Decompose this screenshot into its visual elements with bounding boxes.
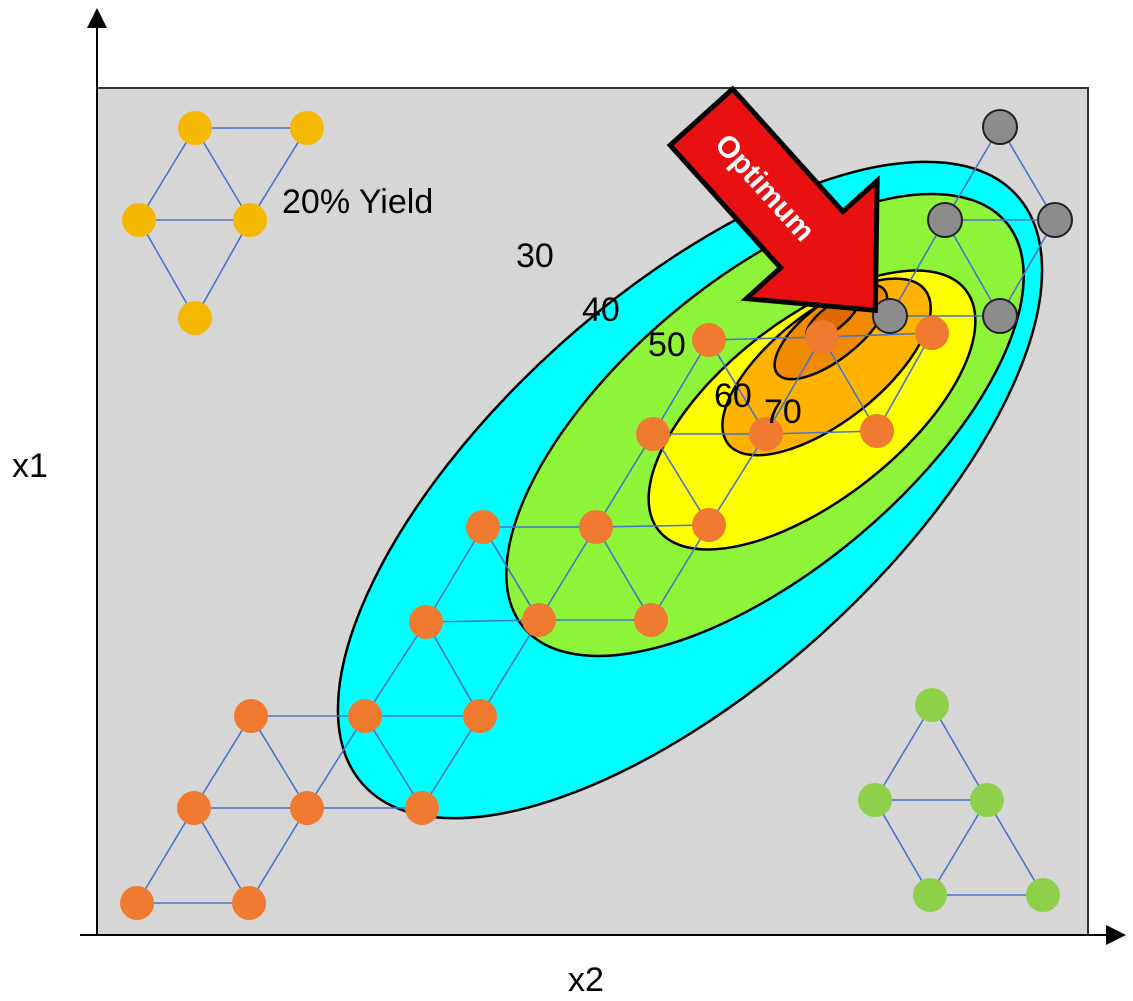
node xyxy=(234,699,268,733)
node xyxy=(692,323,726,357)
node xyxy=(177,791,211,825)
node xyxy=(120,886,154,920)
node xyxy=(1038,203,1072,237)
diagram: Optimum 20% Yield 30 40 50 60 70 x1 x2 xyxy=(0,0,1133,1001)
node xyxy=(579,510,613,544)
node xyxy=(522,603,556,637)
contour-label: 70 xyxy=(764,393,802,431)
node xyxy=(290,791,324,825)
node xyxy=(122,203,156,237)
node xyxy=(178,111,212,145)
node xyxy=(860,414,894,448)
contour-label: 40 xyxy=(582,291,620,329)
x-axis-label: x2 xyxy=(568,961,604,999)
node xyxy=(409,605,443,639)
node xyxy=(983,110,1017,144)
node xyxy=(873,299,907,333)
y-axis-label: x1 xyxy=(12,447,48,485)
node xyxy=(692,508,726,542)
node xyxy=(178,301,212,335)
node xyxy=(915,316,949,350)
page: Optimum 20% Yield 30 40 50 60 70 x1 x2 (… xyxy=(0,0,1133,1001)
node xyxy=(636,417,670,451)
node xyxy=(858,783,892,817)
node xyxy=(348,699,382,733)
contour-label: 60 xyxy=(714,377,752,415)
node xyxy=(983,299,1017,333)
node xyxy=(634,603,668,637)
node xyxy=(915,688,949,722)
contour-label: 50 xyxy=(648,326,686,364)
node xyxy=(290,111,324,145)
node xyxy=(466,510,500,544)
node xyxy=(805,320,839,354)
contour-label: 30 xyxy=(516,237,554,275)
node xyxy=(232,886,266,920)
node xyxy=(233,203,267,237)
node xyxy=(970,783,1004,817)
node xyxy=(913,878,947,912)
node xyxy=(928,203,962,237)
start-yield-label: 20% Yield xyxy=(282,183,433,221)
node xyxy=(463,699,497,733)
node xyxy=(1026,878,1060,912)
node xyxy=(405,791,439,825)
